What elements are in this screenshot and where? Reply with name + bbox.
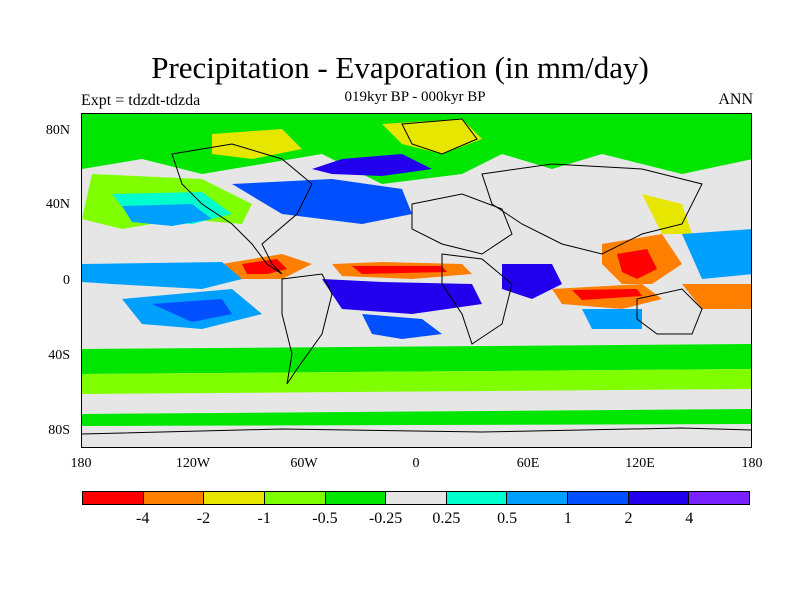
world-map (81, 113, 752, 448)
south-west-pacific-orange (682, 284, 751, 309)
colorbar-box (628, 492, 690, 504)
west-pacific-blue (682, 229, 751, 279)
colorbar-label: -2 (196, 510, 211, 527)
lat-label-40s: 40S (48, 348, 70, 363)
colorbar-box (204, 492, 265, 504)
colorbar-label: -4 (136, 510, 150, 527)
warm-pool-red (617, 249, 657, 279)
experiment-label: Expt = tdzdt-tdzda (81, 92, 201, 109)
lat-label-0: 0 (63, 273, 70, 288)
lon-label-180e: 180 (741, 456, 763, 471)
labrador-darkblue (312, 154, 432, 176)
antarctic-green-band (82, 409, 751, 426)
lon-label-120w: 120W (175, 456, 211, 471)
colorbar-label: -0.5 (312, 510, 338, 527)
colorbar-box (446, 492, 508, 504)
south-atlantic-blue (362, 314, 442, 339)
colorbar-box (325, 492, 387, 504)
greenland-yellow (382, 119, 482, 154)
lat-label-80n: 80N (45, 123, 70, 138)
lon-label-0: 0 (412, 456, 420, 471)
colorbar-box (386, 492, 447, 504)
map-subtitle: 019kyr BP - 000kyr BP (344, 89, 486, 105)
colorbar (82, 491, 750, 505)
lon-label-60e: 60E (516, 456, 540, 471)
east-asia-yellow (642, 194, 692, 234)
colorbar-label: -0.25 (368, 510, 403, 527)
north-atlantic-blue (232, 179, 412, 224)
alaska-yellow (212, 129, 302, 159)
north-pacific-blue (122, 204, 212, 226)
colorbar-box (143, 492, 205, 504)
lon-label-60w: 60W (290, 456, 318, 471)
lon-label-180w: 180 (70, 456, 92, 471)
colorbar-box (507, 492, 569, 504)
atlantic-itcz-red (352, 266, 447, 274)
colorbar-box (568, 492, 629, 504)
colorbar-box (83, 492, 144, 504)
coastlines (82, 118, 751, 435)
map-title: Precipitation - Evaporation (in mm/day) (151, 50, 649, 85)
colorbar-box (689, 492, 750, 504)
season-label: ANN (718, 91, 753, 108)
south-atlantic-darkblue (322, 279, 482, 314)
lon-label-120e: 120E (625, 456, 655, 471)
colorbar-label: 1 (563, 510, 572, 527)
southern-lightgreen-band (82, 369, 751, 394)
colorbar-label: 0.5 (497, 510, 518, 527)
colorbar-label: 0.25 (432, 510, 461, 527)
map-field (82, 114, 751, 447)
lat-label-40n: 40N (45, 197, 70, 212)
indian-ocean-darkblue (502, 264, 562, 299)
south-pacific-darkerblue (152, 299, 232, 322)
colorbar-label: 4 (685, 510, 694, 527)
colorbar-box (264, 492, 326, 504)
indian-ocean-blue (582, 309, 642, 329)
central-pacific-blue (82, 262, 242, 289)
colorbar-label: 2 (624, 510, 633, 527)
southern-green-band (82, 344, 751, 374)
colorbar-label: -1 (257, 510, 271, 527)
indian-ocean-red (572, 289, 642, 300)
lat-label-80s: 80S (48, 423, 70, 438)
